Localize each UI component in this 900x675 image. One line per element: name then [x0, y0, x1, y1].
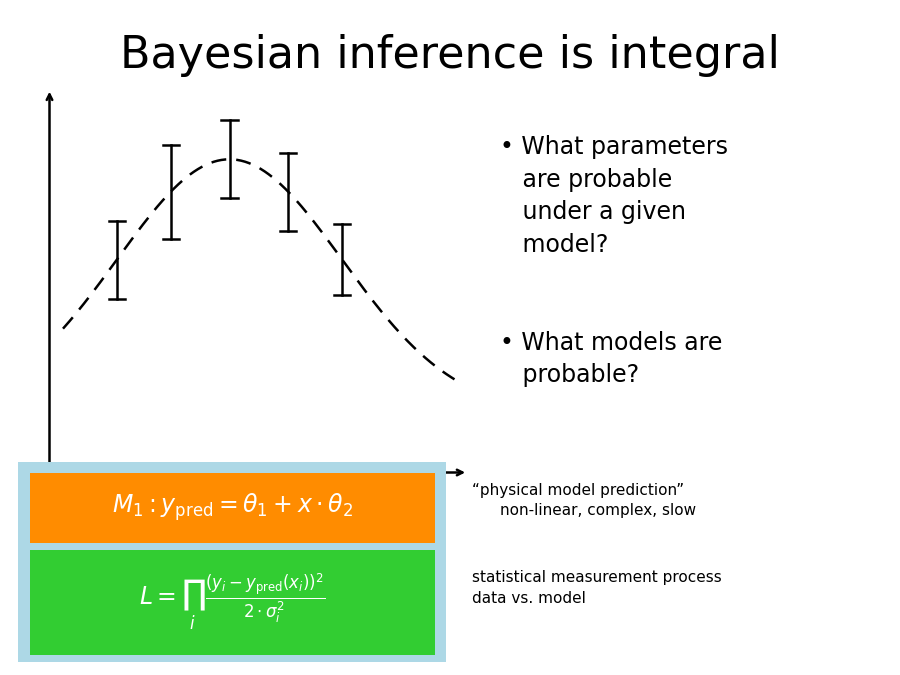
Text: “physical model prediction”: “physical model prediction”: [472, 483, 685, 497]
Text: • What models are
   probable?: • What models are probable?: [500, 331, 722, 387]
Text: non-linear, complex, slow: non-linear, complex, slow: [500, 503, 696, 518]
Text: Bayesian inference is integral: Bayesian inference is integral: [120, 34, 780, 77]
Text: • What parameters
   are probable
   under a given
   model?: • What parameters are probable under a g…: [500, 135, 727, 256]
Text: $L = \prod_i \, \frac{(y_i - y_{\rm pred}(x_i))^2}{2 \cdot \sigma_i^2}$: $L = \prod_i \, \frac{(y_i - y_{\rm pred…: [140, 572, 325, 632]
Text: statistical measurement process: statistical measurement process: [472, 570, 722, 585]
Text: data vs. model: data vs. model: [472, 591, 587, 605]
Text: $M_1 : y_{\rm pred} = \theta_1 + x \cdot \theta_2$: $M_1 : y_{\rm pred} = \theta_1 + x \cdot…: [112, 492, 353, 523]
